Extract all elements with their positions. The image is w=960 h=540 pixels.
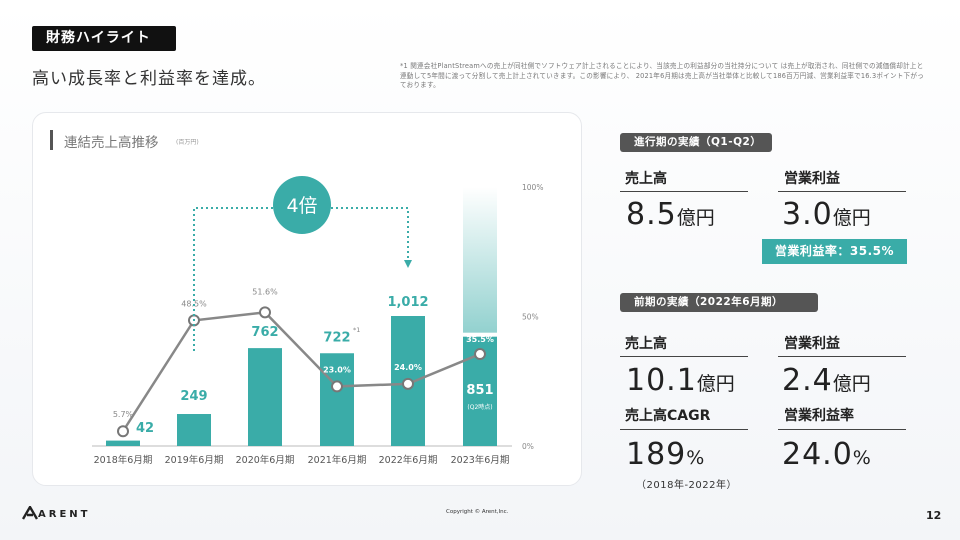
forecast-gradient (463, 187, 497, 333)
margin-label-2: 51.6% (252, 287, 278, 296)
current-period-title: 進行期の実績（Q1-Q2） (620, 133, 772, 152)
cagr-label: 売上高CAGR (625, 408, 711, 424)
current-op-label: 営業利益 (784, 171, 840, 187)
prev-op-label: 営業利益 (784, 336, 840, 352)
cagr-value: 189% (626, 437, 705, 472)
bar-label-5: 851 (466, 383, 493, 398)
chart-unit: (百万円) (176, 139, 199, 146)
category-label-3: 2021年6月期 (308, 454, 367, 466)
page-number: 12 (926, 509, 942, 522)
prev-sales-value: 10.1億円 (626, 363, 735, 398)
current-margin-badge: 営業利益率：35.5% (762, 239, 907, 264)
divider (778, 191, 906, 192)
margin-label-4: 24.0% (394, 363, 422, 372)
bar-label-2: 762 (251, 325, 278, 340)
margin-line (121, 311, 481, 432)
footnote: *1 関連会社PlantStreamへの売上が同社側でソフトウェア計上されること… (400, 62, 924, 90)
arrow-head (404, 260, 412, 268)
divider (778, 356, 906, 357)
margin-label-3: 23.0% (323, 365, 351, 374)
current-sales-value: 8.5億円 (626, 197, 715, 232)
q2-note: (Q2時点) (467, 403, 492, 411)
cagr-period: （2018年-2022年） (636, 480, 738, 491)
arent-logo-icon (22, 506, 38, 520)
prev-op-value: 2.4億円 (782, 363, 871, 398)
bar-label-1: 249 (180, 389, 207, 404)
margin-label-0: 5.7% (113, 410, 134, 419)
category-label-4: 2022年6月期 (379, 454, 438, 466)
margin-label-5: 35.5% (466, 335, 494, 344)
right-tick-2: 0% (522, 442, 534, 451)
divider (620, 191, 748, 192)
divider (620, 429, 748, 430)
revenue-chart: 42 249 762 722 1,012 851 *1 (Q2時点) 5.7% 48.5% 51.6… (92, 176, 543, 466)
category-label-0: 2018年6月期 (94, 454, 153, 466)
bar-3 (320, 353, 354, 446)
prev-sales-label: 売上高 (625, 336, 667, 352)
section-tag: 財務ハイライト (32, 26, 176, 51)
bar-0 (106, 440, 140, 446)
card-title-accent (50, 130, 53, 150)
margin-point-5 (474, 348, 486, 361)
margin-point-3 (331, 380, 343, 393)
copyright: Copyright © Arent,Inc. (446, 509, 509, 515)
right-tick-0: 100% (522, 183, 543, 192)
margin-point-4 (402, 377, 414, 390)
previous-period-title: 前期の実績（2022年6月期） (620, 293, 818, 312)
category-label-2: 2020年6月期 (236, 454, 295, 466)
headline: 高い成長率と利益率を達成。 (32, 69, 266, 89)
margin-label-1: 48.5% (181, 299, 207, 308)
footnote-mark: *1 (353, 326, 360, 334)
bar-label-4: 1,012 (387, 295, 428, 310)
bar-2 (248, 348, 282, 446)
divider (620, 356, 748, 357)
divider (778, 429, 906, 430)
current-sales-label: 売上高 (625, 171, 667, 187)
prev-margin-label: 営業利益率 (784, 408, 854, 424)
multiplier-label: 4倍 (286, 195, 317, 217)
chart-title: 連結売上高推移 (64, 135, 159, 151)
bar-label-3: 722 (323, 330, 350, 345)
multiplier-circle (273, 176, 331, 234)
current-op-value: 3.0億円 (782, 197, 871, 232)
category-label-1: 2019年6月期 (165, 454, 224, 466)
bar-1 (177, 414, 211, 446)
category-label-5: 2023年6月期 (451, 454, 510, 466)
margin-point-2 (259, 306, 271, 319)
right-tick-1: 50% (522, 313, 539, 322)
logo-text: ARENT (38, 509, 91, 520)
margin-point-0 (117, 425, 129, 438)
bar-label-0: 42 (136, 421, 154, 436)
prev-margin-value: 24.0% (782, 437, 871, 472)
